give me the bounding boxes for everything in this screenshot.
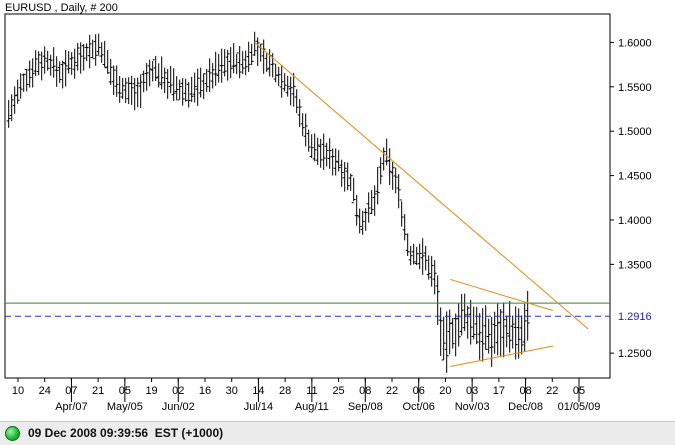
y-axis: 1.6000 1.5500 1.5000 1.4500 1.4000 1.3500 1.25…	[610, 37, 652, 360]
y-tick-label: 1.6000	[618, 37, 652, 49]
connection-status-icon	[5, 426, 20, 441]
status-bar: 09 Dec 2008 09:39:56 EST (+1000)	[0, 421, 675, 445]
x-month-label: Jun/02	[162, 401, 195, 413]
x-day-label: 10	[12, 385, 24, 397]
plot-frame	[4, 13, 611, 379]
x-month-label: Jul/14	[244, 401, 273, 413]
x-day-label: 16	[199, 385, 211, 397]
x-month-label: Aug/11	[295, 401, 329, 413]
x-day-label: 22	[546, 385, 558, 397]
x-month-label: Nov/03	[455, 401, 490, 413]
trendlines: 1.2916	[5, 42, 657, 367]
x-day-label: 28	[279, 385, 291, 397]
x-month-label: Dec/08	[508, 401, 543, 413]
x-day-label: 20	[439, 385, 451, 397]
trendline	[254, 42, 589, 330]
x-day-label: 24	[39, 385, 51, 397]
y-tick-label: 1.4500	[618, 171, 652, 183]
status-timestamp: 09 Dec 2008 09:39:56 EST (+1000)	[28, 426, 224, 440]
x-month-label: Oct/06	[403, 401, 435, 413]
price-bars	[6, 31, 530, 373]
x-day-label: 21	[92, 385, 104, 397]
y-tick-label: 1.5000	[618, 126, 652, 138]
y-tick-label: 1.3500	[618, 259, 652, 271]
chart-title: EURUSD , Daily, # 200	[5, 2, 118, 14]
x-day-label: 30	[226, 385, 238, 397]
trendline	[450, 278, 554, 312]
x-day-label: 22	[386, 385, 398, 397]
x-month-label: Apr/07	[55, 401, 87, 413]
x-month-label: May/05	[107, 401, 143, 413]
x-month-label: 01/05/09	[558, 401, 601, 413]
x-day-label: 17	[493, 385, 505, 397]
y-tick-label: 1.2500	[618, 348, 652, 360]
current-price-box	[611, 309, 657, 324]
x-day-label: 25	[332, 385, 344, 397]
x-month-label: Sep/08	[348, 401, 383, 413]
x-axis: 10 24 07 21 05 19 02 16 30 14 28 11 25 08 22 06 20 03 17 08…	[12, 378, 601, 413]
y-tick-label: 1.5500	[618, 82, 652, 94]
x-day-label: 19	[145, 385, 157, 397]
current-price-label: 1.2916	[618, 311, 652, 323]
trendline	[450, 345, 554, 367]
y-tick-label: 1.4000	[618, 215, 652, 227]
